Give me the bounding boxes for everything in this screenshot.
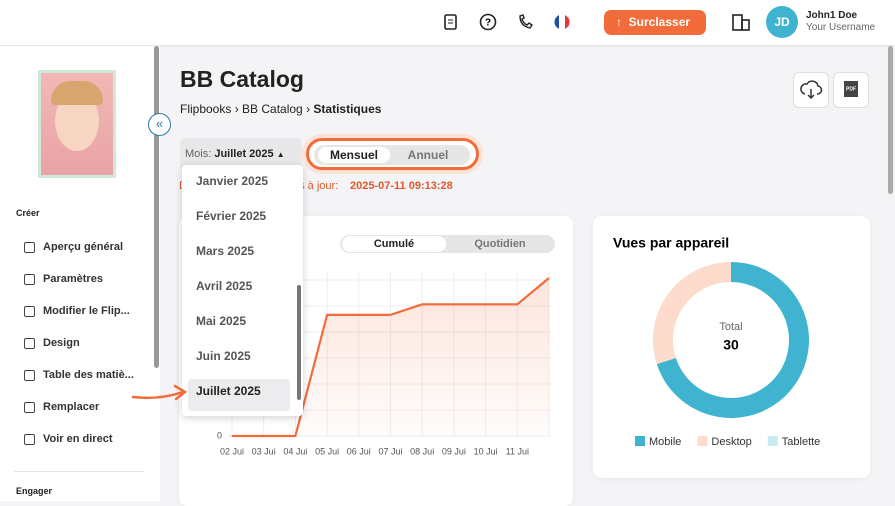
line-area	[232, 278, 549, 436]
updated-value: 2025-07-11 09:13:28	[350, 180, 453, 192]
sidebar-scrollbar	[154, 46, 159, 368]
y-tick-label: 0	[217, 430, 222, 440]
menu-icon	[24, 402, 35, 413]
breadcrumb: Flipbooks › BB Catalog › Statistiques	[180, 102, 382, 116]
month-label: Mois:	[185, 148, 212, 160]
divider	[14, 471, 144, 472]
highlight-ring	[302, 134, 483, 174]
pie-card	[593, 216, 870, 478]
legend-swatch	[767, 436, 778, 446]
month-option[interactable]: Février 2025	[196, 209, 267, 223]
menu-icon	[24, 274, 35, 285]
menu-item[interactable]: Modifier le Flip...	[43, 305, 130, 317]
download-button[interactable]	[793, 72, 829, 108]
legend-label: Desktop	[711, 436, 751, 448]
month-option[interactable]: Mars 2025	[196, 244, 255, 258]
period-option[interactable]: Mensuel	[318, 147, 390, 163]
thumbnail[interactable]	[38, 70, 116, 178]
pie-slice	[653, 262, 731, 365]
month-dropdown: Janvier 2025 Février 2025 Mars 2025 Avril 2…	[182, 165, 303, 416]
user-name: John1 Doe	[806, 10, 858, 21]
menu-item[interactable]: Paramètres	[43, 273, 103, 285]
svg-text:PDF: PDF	[846, 86, 856, 92]
x-tick-label: 09 Jui	[442, 446, 466, 456]
top-bar	[0, 0, 895, 45]
line-series	[232, 277, 550, 438]
x-tick-label: 06 Jui	[347, 446, 371, 456]
center-label: Total	[719, 321, 742, 333]
pie-chart: Vues par appareil Total 30 Mobile Desktop Tab…	[613, 235, 821, 448]
section-title: Créer	[16, 208, 40, 218]
period-option[interactable]: Annuel	[407, 148, 449, 162]
x-tick-label: 07 Jui	[378, 446, 402, 456]
user-handle: Your Username	[806, 22, 876, 33]
top-icons: ?	[444, 13, 570, 31]
month-option[interactable]: Janvier 2025	[196, 174, 269, 188]
org-icon[interactable]	[730, 12, 752, 34]
month-option[interactable]: Juin 2025	[196, 349, 251, 363]
x-tick-label: 04 Jui	[283, 446, 307, 456]
crumb: Statistiques	[313, 102, 382, 116]
x-tick-label: 10 Jui	[474, 446, 498, 456]
avatar[interactable]: JD	[766, 6, 798, 38]
menu-item[interactable]: Remplacer	[43, 401, 100, 413]
menu-item[interactable]: Table des matiè...	[43, 369, 134, 381]
menu-icon	[24, 306, 35, 317]
section-title: Engager	[16, 486, 53, 496]
crumb[interactable]: Flipbooks	[180, 102, 232, 116]
crumb[interactable]: BB Catalog	[242, 102, 303, 116]
pointer-arrow	[131, 384, 188, 401]
month-option[interactable]: Mai 2025	[196, 314, 247, 328]
legend-label: Mobile	[649, 436, 681, 448]
month-option[interactable]: Juillet 2025	[196, 384, 261, 398]
menu-icon	[24, 338, 35, 349]
upgrade-label: Surclasser	[628, 15, 691, 29]
mode-option[interactable]: Cumulé	[342, 236, 446, 252]
center-value: 30	[723, 337, 739, 353]
legend-swatch	[697, 436, 708, 446]
menu-item[interactable]: Design	[43, 337, 80, 349]
month-value: Juillet 2025	[214, 148, 274, 160]
page-title: BB Catalog	[180, 66, 304, 92]
scrollbar	[888, 46, 893, 194]
svg-text:?: ?	[485, 18, 491, 29]
month-option[interactable]: Avril 2025	[196, 279, 253, 293]
upgrade-button[interactable]: ↑ Surclasser	[604, 10, 706, 35]
legend-swatch	[635, 436, 645, 446]
x-tick-label: 03 Jui	[252, 446, 276, 456]
x-tick-label: 05 Jui	[315, 446, 339, 456]
x-tick-label: 08 Jui	[410, 446, 434, 456]
legend-label: Tablette	[782, 436, 821, 448]
mode-option[interactable]: Quotidien	[474, 238, 526, 250]
option-highlight	[188, 379, 290, 411]
menu-icon	[24, 434, 35, 445]
chart-title: Vues par appareil	[613, 235, 729, 251]
dropdown-scrollbar	[297, 285, 301, 400]
menu-icon	[24, 242, 35, 253]
collapse-button[interactable]: «	[148, 113, 171, 136]
menu-icon	[24, 370, 35, 381]
updated-label: es à jour:	[293, 180, 339, 192]
menu-item[interactable]: Aperçu général	[43, 241, 124, 253]
x-tick-label: 11 Jui	[506, 446, 529, 456]
pdf-button[interactable]: PDF	[833, 72, 869, 108]
menu-item[interactable]: Voir en direct	[43, 433, 113, 445]
x-tick-label: 02 Jui	[220, 446, 244, 456]
